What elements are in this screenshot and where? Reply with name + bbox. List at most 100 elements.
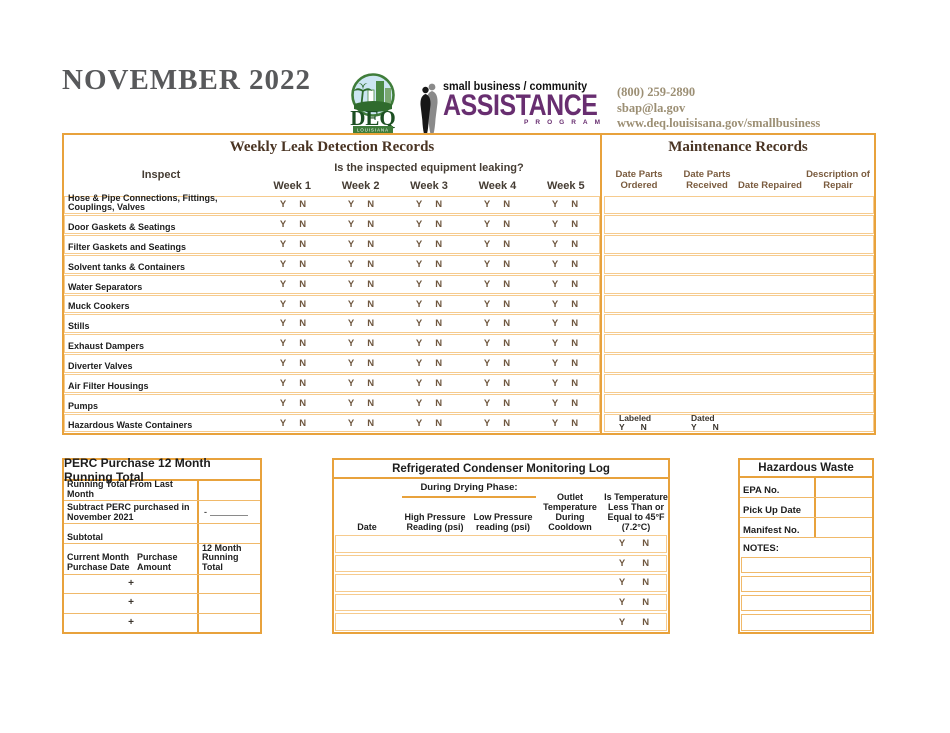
yes-option[interactable]: Y [415, 239, 423, 251]
yes-option[interactable]: Y [347, 318, 355, 330]
no-option[interactable]: N [571, 199, 579, 211]
maintenance-cell[interactable] [604, 215, 874, 235]
no-option[interactable]: N [367, 278, 375, 290]
no-option[interactable]: N [571, 358, 579, 370]
no-option[interactable]: N [367, 417, 375, 429]
no-option[interactable]: N [571, 338, 579, 350]
no-option[interactable]: N [299, 199, 307, 211]
yes-option[interactable]: Y [619, 422, 625, 433]
no-option[interactable]: N [503, 298, 511, 310]
maintenance-cell[interactable] [604, 235, 874, 254]
notes-field[interactable] [741, 595, 871, 612]
yes-option[interactable]: Y [483, 298, 491, 310]
no-option[interactable]: N [435, 338, 443, 350]
no-option[interactable]: N [571, 417, 579, 429]
notes-field[interactable] [741, 614, 871, 631]
no-option[interactable]: N [571, 258, 579, 270]
no-option[interactable]: N [503, 318, 511, 330]
yes-option[interactable]: Y [415, 417, 423, 429]
no-option[interactable]: N [299, 338, 307, 350]
yes-option[interactable]: Y [618, 577, 626, 589]
no-option[interactable]: N [435, 239, 443, 251]
yes-option[interactable]: Y [279, 377, 287, 389]
yes-option[interactable]: Y [483, 258, 491, 270]
yes-option[interactable]: Y [279, 199, 287, 211]
yes-option[interactable]: Y [347, 219, 355, 231]
yes-option[interactable]: Y [347, 278, 355, 290]
no-option[interactable]: N [299, 358, 307, 370]
yes-option[interactable]: Y [483, 318, 491, 330]
yes-option[interactable]: Y [347, 338, 355, 350]
no-option[interactable]: N [571, 377, 579, 389]
no-option[interactable]: N [503, 199, 511, 211]
no-option[interactable]: N [435, 417, 443, 429]
yes-option[interactable]: Y [415, 298, 423, 310]
no-option[interactable]: N [367, 358, 375, 370]
running-total-entry-field[interactable] [197, 594, 260, 613]
maintenance-cell[interactable] [604, 393, 874, 413]
no-option[interactable]: N [435, 298, 443, 310]
yes-option[interactable]: Y [279, 278, 287, 290]
no-option[interactable]: N [299, 318, 307, 330]
yes-option[interactable]: Y [483, 377, 491, 389]
yes-option[interactable]: Y [551, 239, 559, 251]
no-option[interactable]: N [571, 219, 579, 231]
yes-option[interactable]: Y [551, 219, 559, 231]
maintenance-cell[interactable] [604, 195, 874, 215]
no-option[interactable]: N [435, 318, 443, 330]
maintenance-cell[interactable] [604, 334, 874, 354]
yes-option[interactable]: Y [279, 239, 287, 251]
running-total-field[interactable] [197, 481, 260, 500]
no-option[interactable]: N [367, 318, 375, 330]
no-option[interactable]: N [435, 397, 443, 409]
no-option[interactable]: N [571, 397, 579, 409]
no-option[interactable]: N [571, 298, 579, 310]
yes-option[interactable]: Y [618, 557, 626, 569]
no-option[interactable]: N [367, 258, 375, 270]
pickup-date-field[interactable] [814, 498, 872, 517]
no-option[interactable]: N [435, 219, 443, 231]
no-option[interactable]: N [299, 278, 307, 290]
yes-option[interactable]: Y [483, 417, 491, 429]
yes-option[interactable]: Y [279, 358, 287, 370]
yes-option[interactable]: Y [551, 358, 559, 370]
yes-option[interactable]: Y [415, 338, 423, 350]
manifest-no-field[interactable] [814, 518, 872, 537]
no-option[interactable]: N [299, 397, 307, 409]
no-option[interactable]: N [435, 199, 443, 211]
yes-option[interactable]: Y [279, 338, 287, 350]
yes-option[interactable]: Y [279, 397, 287, 409]
yes-option[interactable]: Y [279, 417, 287, 429]
yes-option[interactable]: Y [279, 219, 287, 231]
yes-option[interactable]: Y [415, 318, 423, 330]
no-option[interactable]: N [435, 358, 443, 370]
yes-option[interactable]: Y [347, 397, 355, 409]
yes-option[interactable]: Y [483, 278, 491, 290]
no-option[interactable]: N [299, 239, 307, 251]
yes-option[interactable]: Y [279, 318, 287, 330]
no-option[interactable]: N [435, 258, 443, 270]
no-option[interactable]: N [299, 298, 307, 310]
yes-option[interactable]: Y [483, 239, 491, 251]
yes-option[interactable]: Y [347, 377, 355, 389]
yes-option[interactable]: Y [551, 318, 559, 330]
running-total-entry-field[interactable] [197, 613, 260, 632]
yes-option[interactable]: Y [618, 597, 626, 609]
maintenance-cell[interactable] [604, 314, 874, 334]
maintenance-cell[interactable] [604, 274, 874, 294]
no-option[interactable]: N [367, 219, 375, 231]
maintenance-cell[interactable] [604, 254, 874, 274]
yes-option[interactable]: Y [415, 377, 423, 389]
notes-field[interactable] [741, 556, 871, 573]
yes-option[interactable]: Y [551, 377, 559, 389]
yes-option[interactable]: Y [347, 298, 355, 310]
no-option[interactable]: N [503, 338, 511, 350]
no-option[interactable]: N [367, 239, 375, 251]
yes-option[interactable]: Y [483, 338, 491, 350]
yes-option[interactable]: Y [347, 199, 355, 211]
yes-option[interactable]: Y [551, 397, 559, 409]
notes-field[interactable] [741, 575, 871, 592]
yes-option[interactable]: Y [415, 358, 423, 370]
yes-option[interactable]: Y [483, 219, 491, 231]
no-option[interactable]: N [571, 278, 579, 290]
